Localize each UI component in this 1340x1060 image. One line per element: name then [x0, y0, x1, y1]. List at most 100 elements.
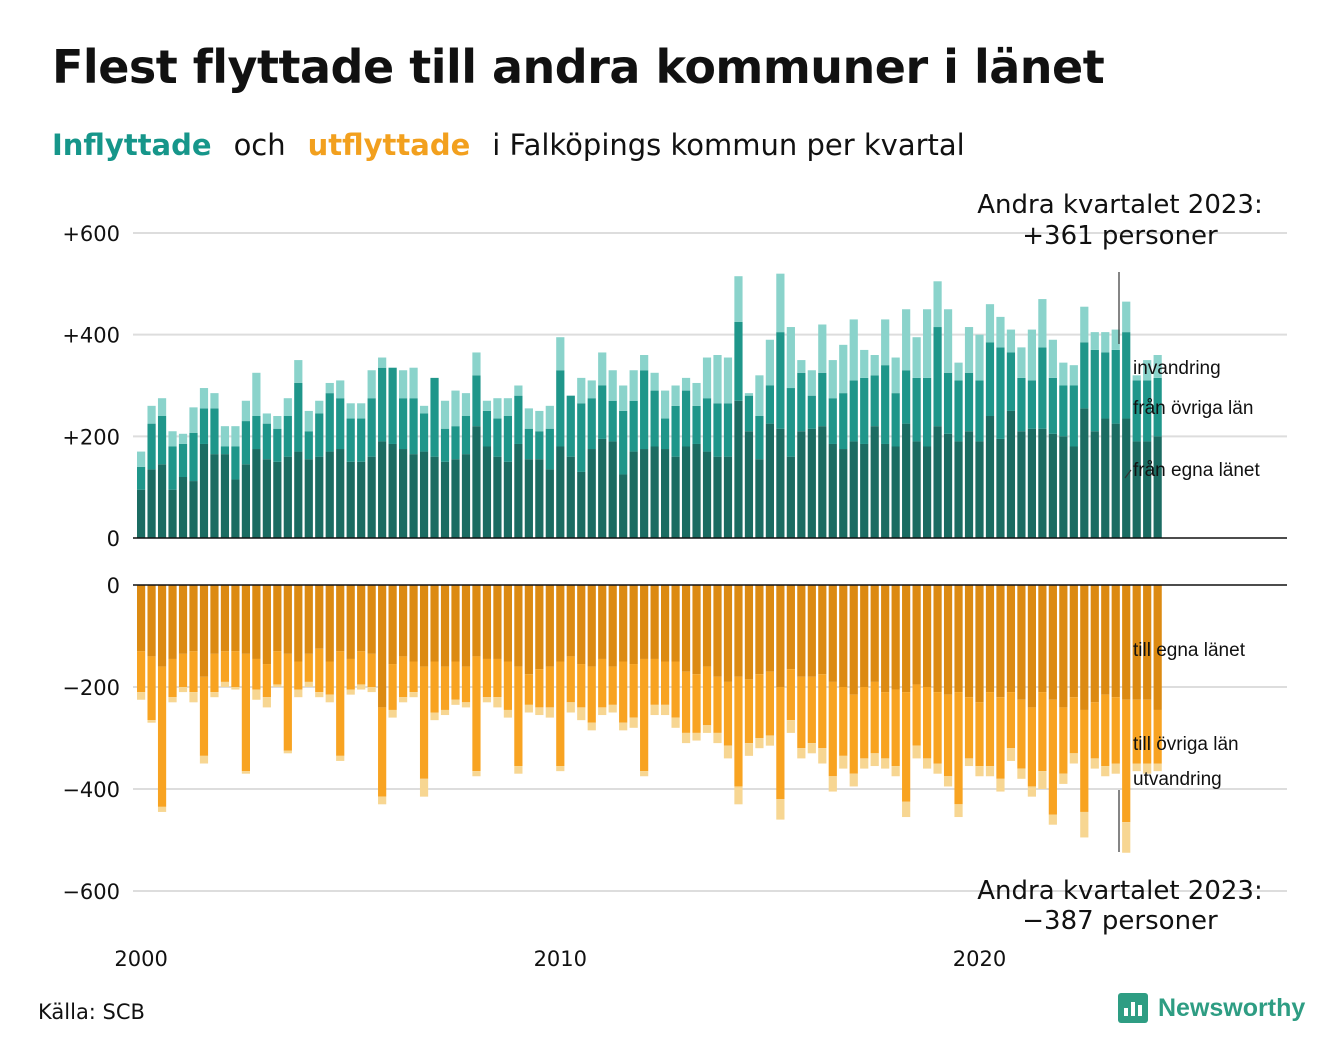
utflyttade-bar-egna	[640, 585, 649, 659]
utflyttade-bar-ovriga	[178, 653, 188, 687]
utflyttade-bar-utlandet	[985, 766, 995, 777]
utflyttade-bar-egna	[231, 585, 240, 652]
inflyttade-bar-egna	[357, 461, 366, 538]
utflyttade-bar-ovriga	[1027, 707, 1036, 787]
inflyttade-bar-egna	[252, 449, 261, 538]
inflyttade-bar-ovriga	[1090, 349, 1099, 432]
utflyttade-bar-ovriga	[535, 669, 544, 708]
utflyttade-bar-utlandet	[336, 755, 345, 761]
utflyttade-bar-utlandet	[786, 720, 795, 733]
utflyttade-bar-utlandet	[1038, 771, 1047, 789]
label-utvandring: utvandring	[1133, 769, 1222, 790]
inflyttade-bar-utlandet	[220, 426, 230, 447]
label-till-egna-lanet: till egna länet	[1133, 640, 1246, 661]
inflyttade-bar-ovriga	[1027, 380, 1036, 429]
utflyttade-bar-ovriga	[252, 658, 261, 690]
inflyttade-bar-ovriga	[503, 416, 512, 462]
utflyttade-bar-egna	[241, 585, 250, 654]
inflyttade-bar-ovriga	[283, 416, 292, 457]
utflyttade-bar-utlandet	[577, 707, 586, 721]
inflyttade-bar-egna	[744, 431, 754, 538]
inflyttade-bar-egna	[325, 451, 334, 538]
inflyttade-bar-utlandet	[315, 400, 324, 414]
bottom-annotation-line2: −387 personer	[1022, 906, 1218, 936]
inflyttade-bar-utlandet	[535, 410, 544, 432]
inflyttade-bar-ovriga	[870, 375, 879, 427]
utflyttade-bar-egna	[461, 585, 471, 667]
inflyttade-bar-utlandet	[545, 405, 554, 429]
top-annotation-line2: +361 personer	[1022, 221, 1218, 251]
inflyttade-bar-utlandet	[409, 367, 418, 399]
utflyttade-bar-ovriga	[388, 664, 397, 710]
inflyttade-bar-ovriga	[975, 380, 984, 442]
utflyttade-bar-egna	[357, 585, 366, 652]
inflyttade-bar-ovriga	[367, 398, 376, 457]
inflyttade-bar-ovriga	[1048, 377, 1057, 434]
inflyttade-bar-utlandet	[241, 400, 250, 422]
inflyttade-bar-utlandet	[723, 357, 733, 404]
utflyttade-bar-egna	[252, 585, 261, 659]
inflyttade-bar-ovriga	[765, 385, 774, 424]
inflyttade-bar-egna	[178, 477, 188, 538]
utflyttade-bar-utlandet	[1006, 748, 1016, 761]
utflyttade-bar-ovriga	[231, 651, 240, 687]
inflyttade-bar-utlandet	[702, 357, 712, 399]
utflyttade-bar-egna	[702, 585, 712, 667]
inflyttade-bar-utlandet	[419, 405, 429, 414]
chart-title: Flest flyttade till andra kommuner i län…	[52, 40, 1105, 94]
utflyttade-bar-egna	[577, 585, 586, 665]
utflyttade-bar-ovriga	[577, 664, 586, 708]
utflyttade-bar-egna	[440, 585, 450, 667]
utflyttade-bar-egna	[608, 585, 617, 667]
inflyttade-bar-utlandet	[1153, 355, 1162, 378]
source-note: Källa: SCB	[38, 1000, 145, 1024]
inflyttade-bar-egna	[797, 431, 806, 538]
utflyttade-bar-ovriga	[461, 666, 471, 703]
utflyttade-bar-ovriga	[294, 661, 303, 690]
utflyttade-bar-utlandet	[598, 707, 607, 716]
utflyttade-bar-ovriga	[923, 687, 932, 759]
inflyttade-bar-egna	[1090, 431, 1099, 538]
inflyttade-bar-egna	[210, 454, 219, 539]
inflyttade-bar-ovriga	[692, 405, 701, 444]
bottom-y-tick-label: −200	[62, 676, 120, 700]
utflyttade-bar-egna	[283, 585, 292, 654]
utflyttade-bar-egna	[870, 585, 879, 682]
utflyttade-bar-utlandet	[346, 689, 355, 695]
utflyttade-bar-egna	[839, 585, 848, 687]
utflyttade-bar-ovriga	[482, 658, 492, 698]
inflyttade-bar-egna	[755, 459, 764, 538]
utflyttade-bar-ovriga	[336, 651, 345, 756]
subtitle-och: och	[233, 128, 286, 162]
utflyttade-bars	[137, 585, 1162, 853]
inflyttade-bar-egna	[1143, 441, 1152, 538]
inflyttade-bar-egna	[514, 443, 523, 538]
inflyttade-bar-ovriga	[566, 395, 575, 457]
utflyttade-bar-ovriga	[849, 694, 858, 774]
utflyttade-bar-ovriga	[262, 664, 271, 698]
inflyttade-bar-utlandet	[399, 370, 408, 399]
utflyttade-bar-egna	[692, 585, 701, 675]
inflyttade-bar-ovriga	[807, 395, 816, 429]
utflyttade-bar-ovriga	[640, 658, 649, 772]
utflyttade-bar-egna	[1143, 585, 1152, 700]
inflyttade-bar-utlandet	[482, 400, 492, 411]
inflyttade-bar-utlandet	[860, 349, 869, 378]
inflyttade-bar-ovriga	[598, 385, 607, 439]
utflyttade-bar-utlandet	[220, 681, 230, 687]
utflyttade-bar-ovriga	[765, 671, 774, 736]
inflyttade-bar-utlandet	[1069, 365, 1078, 386]
inflyttade-bar-ovriga	[755, 416, 764, 460]
utflyttade-bar-ovriga	[839, 687, 848, 756]
inflyttade-bar-ovriga	[619, 410, 628, 475]
inflyttade-bar-ovriga	[524, 428, 533, 460]
utflyttade-bar-egna	[220, 585, 230, 652]
utflyttade-bar-egna	[902, 585, 911, 693]
inflyttade-bar-ovriga	[1059, 385, 1068, 437]
inflyttade-bar-ovriga	[723, 403, 733, 457]
utflyttade-bar-egna	[388, 585, 397, 665]
inflyttade-bar-utlandet	[1132, 375, 1141, 381]
utflyttade-bar-egna	[524, 585, 533, 675]
utflyttade-bar-ovriga	[891, 689, 900, 767]
utflyttade-bar-ovriga	[493, 658, 502, 698]
